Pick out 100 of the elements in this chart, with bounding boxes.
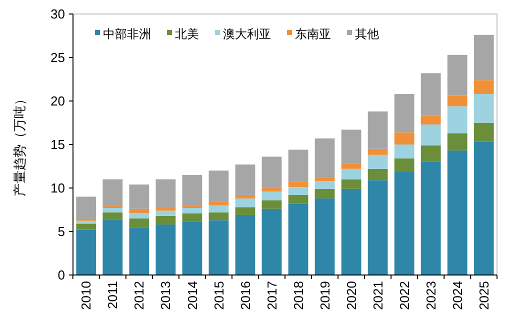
bar bbox=[156, 179, 176, 208]
bar bbox=[420, 124, 441, 146]
bar bbox=[368, 168, 388, 180]
legend-label: 其他 bbox=[355, 27, 379, 42]
bar bbox=[394, 144, 414, 158]
bar bbox=[182, 208, 202, 214]
bar bbox=[474, 34, 494, 80]
bar bbox=[314, 198, 335, 275]
x-tick-label: 2024 bbox=[450, 281, 465, 310]
x-tick-label: 2015 bbox=[211, 281, 226, 310]
bar bbox=[129, 227, 150, 275]
bar bbox=[262, 208, 282, 275]
bar bbox=[102, 208, 123, 212]
bar bbox=[394, 132, 414, 144]
x-tick-label: 2020 bbox=[344, 281, 359, 310]
bar bbox=[474, 122, 494, 142]
bar bbox=[341, 179, 362, 189]
bar bbox=[447, 96, 468, 106]
bar bbox=[156, 210, 176, 216]
bar bbox=[262, 200, 282, 209]
bar bbox=[420, 162, 441, 275]
x-tick-label: 2012 bbox=[132, 281, 147, 310]
y-tick-label: 25 bbox=[50, 50, 65, 66]
bar bbox=[235, 207, 256, 215]
bar bbox=[368, 154, 388, 169]
legend-label: 澳大利亚 bbox=[223, 27, 271, 42]
bar bbox=[368, 111, 388, 149]
bar bbox=[235, 194, 256, 198]
bar bbox=[208, 202, 229, 206]
bar bbox=[129, 208, 150, 214]
bar bbox=[208, 212, 229, 220]
bar bbox=[420, 145, 441, 162]
bar bbox=[156, 216, 176, 225]
bar bbox=[262, 187, 282, 192]
bar bbox=[76, 230, 96, 275]
y-axis-title: 产量趋势（万吨） bbox=[12, 92, 27, 196]
bar bbox=[447, 133, 468, 151]
bar bbox=[102, 212, 123, 220]
bar bbox=[76, 221, 96, 224]
bar bbox=[314, 138, 335, 178]
bar bbox=[235, 198, 256, 208]
bar bbox=[208, 170, 229, 202]
bar bbox=[102, 179, 123, 206]
bar bbox=[208, 205, 229, 212]
bar bbox=[314, 188, 335, 198]
bar bbox=[288, 194, 308, 204]
bar bbox=[420, 73, 441, 116]
bar bbox=[129, 218, 150, 228]
bar bbox=[314, 178, 335, 182]
x-tick-label: 2025 bbox=[476, 281, 492, 310]
bar bbox=[182, 222, 202, 275]
bar bbox=[288, 150, 308, 182]
bar bbox=[314, 181, 335, 189]
bar bbox=[129, 213, 150, 218]
bar bbox=[394, 94, 414, 132]
bar bbox=[76, 196, 96, 220]
x-tick-label: 2017 bbox=[264, 281, 280, 310]
bar bbox=[474, 94, 494, 123]
x-tick-label: 2021 bbox=[370, 281, 386, 310]
legend-label: 中部非洲 bbox=[103, 27, 151, 42]
bar bbox=[76, 224, 96, 230]
bar bbox=[156, 224, 176, 275]
bar bbox=[288, 182, 308, 188]
bar bbox=[182, 213, 202, 222]
x-tick-label: 2013 bbox=[158, 281, 174, 310]
bar bbox=[262, 156, 282, 188]
bar bbox=[341, 168, 362, 180]
bar bbox=[447, 150, 468, 275]
bar bbox=[447, 106, 468, 134]
bar bbox=[368, 180, 388, 275]
x-tick-label: 2014 bbox=[184, 281, 200, 310]
bar bbox=[394, 171, 414, 275]
bar bbox=[288, 187, 308, 195]
bar bbox=[235, 164, 256, 195]
bar bbox=[262, 191, 282, 200]
bar bbox=[235, 214, 256, 275]
bar bbox=[129, 184, 150, 209]
bar bbox=[182, 205, 202, 208]
y-tick-label: 0 bbox=[58, 268, 65, 283]
x-tick-label: 2016 bbox=[238, 281, 253, 310]
x-tick-label: 2019 bbox=[317, 281, 332, 310]
y-tick-label: 10 bbox=[50, 180, 65, 196]
x-tick-label: 2022 bbox=[396, 281, 412, 310]
bar bbox=[368, 148, 388, 155]
bar bbox=[394, 158, 414, 172]
y-tick-label: 5 bbox=[58, 224, 65, 240]
x-tick-label: 2010 bbox=[78, 281, 94, 310]
legend-label: 北美 bbox=[175, 27, 199, 42]
x-tick-label: 2023 bbox=[423, 281, 438, 310]
bar bbox=[102, 205, 123, 208]
bar bbox=[341, 164, 362, 169]
bar bbox=[288, 204, 308, 275]
bar bbox=[156, 208, 176, 211]
y-tick-label: 30 bbox=[50, 6, 65, 22]
bar bbox=[474, 80, 494, 94]
x-tick-label: 2018 bbox=[290, 281, 306, 310]
bar bbox=[474, 142, 494, 275]
bar bbox=[102, 219, 123, 275]
y-tick-label: 20 bbox=[50, 94, 65, 109]
bar bbox=[208, 220, 229, 275]
